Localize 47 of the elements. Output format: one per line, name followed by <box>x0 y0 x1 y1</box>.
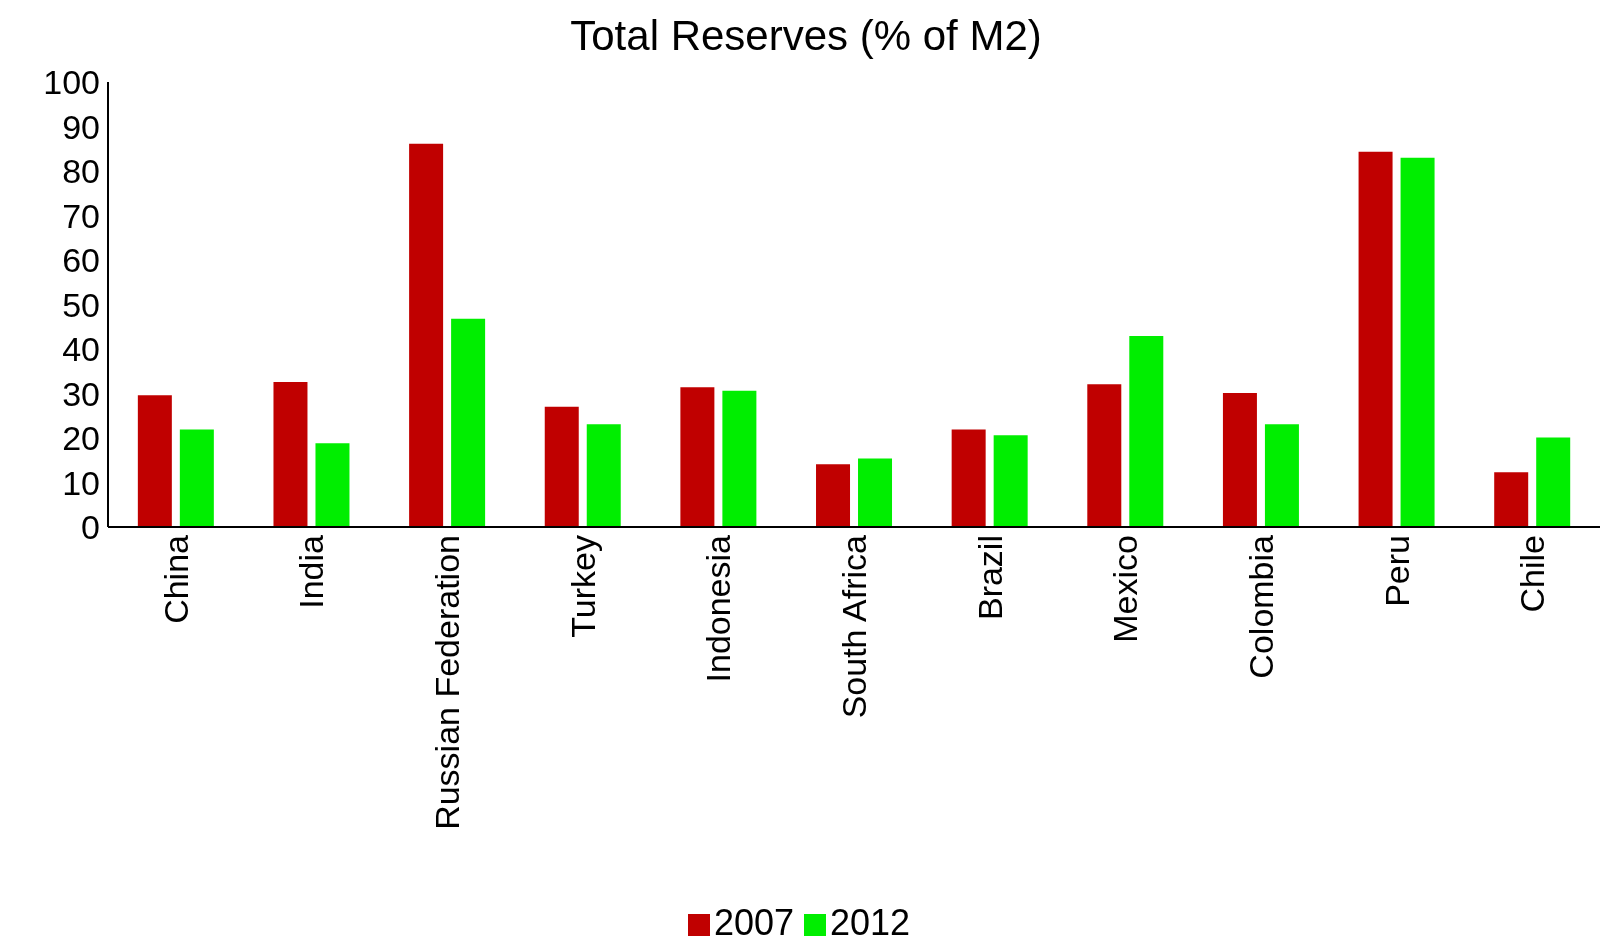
bar <box>993 435 1028 527</box>
bar <box>858 458 893 527</box>
y-tick-label: 40 <box>62 330 100 369</box>
x-tick-label: Peru <box>1377 535 1416 607</box>
bar <box>1264 424 1299 527</box>
x-tick-label: Turkey <box>563 535 602 638</box>
y-tick-label: 30 <box>62 374 100 413</box>
y-tick-label: 90 <box>62 107 100 146</box>
bar <box>680 387 715 527</box>
x-tick-label: South Africa <box>835 534 873 719</box>
bar <box>1400 157 1435 527</box>
bar <box>137 395 172 527</box>
y-tick-label: 10 <box>62 463 100 502</box>
bar <box>1536 437 1571 527</box>
bar <box>586 424 621 527</box>
legend-label: 2012 <box>830 902 911 943</box>
x-tick-label: Mexico <box>1106 535 1145 643</box>
y-tick-label: 60 <box>62 241 100 280</box>
x-tick-label: Russian Federation <box>428 535 467 830</box>
x-tick-label: Brazil <box>970 535 1009 621</box>
bar <box>816 464 851 527</box>
bar <box>951 429 986 527</box>
chart-title: Total Reserves (% of M2) <box>569 11 1043 61</box>
y-tick-label: 80 <box>62 152 100 191</box>
x-tick-label: Indonesia <box>699 534 738 683</box>
x-tick-label: Colombia <box>1241 534 1280 679</box>
bar <box>722 390 757 527</box>
y-tick-label: 70 <box>62 196 100 235</box>
x-tick-label: Chile <box>1513 535 1552 613</box>
y-tick-label: 0 <box>81 508 100 547</box>
bar <box>544 406 579 527</box>
bar <box>409 143 444 527</box>
x-tick-label: China <box>156 534 195 624</box>
bar <box>273 381 308 527</box>
bar <box>179 429 214 527</box>
y-tick-label: 100 <box>43 63 100 102</box>
bar <box>451 318 486 527</box>
bar <box>1087 384 1122 527</box>
bar <box>1358 151 1393 527</box>
legend-label: 2007 <box>713 902 794 943</box>
bar <box>315 443 350 527</box>
bar <box>1222 393 1257 527</box>
y-tick-label: 20 <box>62 419 100 458</box>
y-tick-label: 50 <box>62 285 100 324</box>
x-tick-label: India <box>292 534 331 609</box>
bar <box>1129 336 1164 527</box>
bar <box>1494 472 1529 527</box>
